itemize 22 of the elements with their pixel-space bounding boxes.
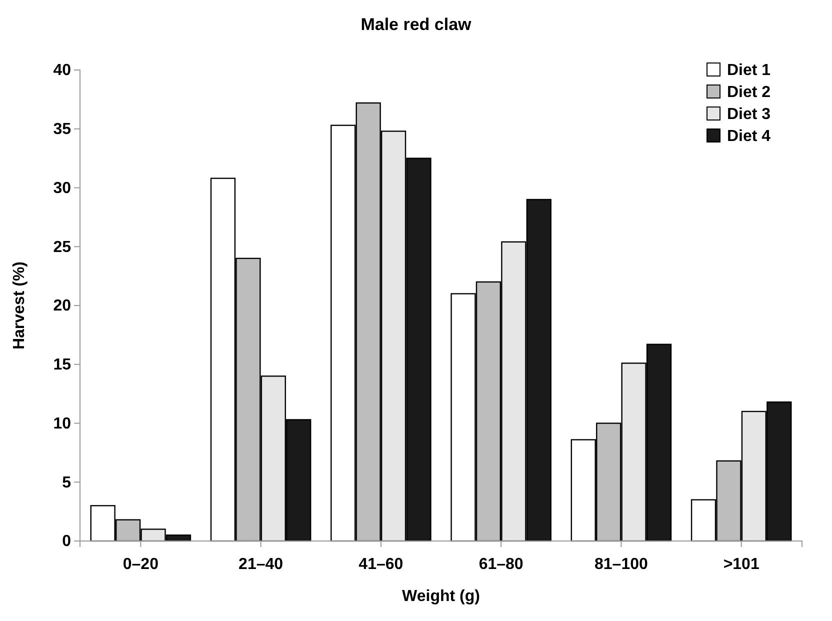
x-axis-title: Weight (g) xyxy=(402,588,480,605)
x-tick-label: >101 xyxy=(723,556,760,574)
y-tick-label: 20 xyxy=(53,298,72,315)
y-axis-title: Harvest (%) xyxy=(11,261,28,350)
y-tick-label: 0 xyxy=(62,533,72,550)
legend-label: Diet 3 xyxy=(727,106,771,123)
y-tick-label: 10 xyxy=(53,415,72,432)
legend-label: Diet 1 xyxy=(727,62,771,79)
y-tick-label: 30 xyxy=(53,180,72,197)
x-tick-label: 21–40 xyxy=(238,556,284,574)
y-tick-label: 35 xyxy=(53,120,72,138)
y-tick-label: 5 xyxy=(62,474,72,492)
legend-label: Diet 2 xyxy=(727,84,771,101)
x-tick-label: 41–60 xyxy=(358,556,404,574)
chart-title: Male red claw xyxy=(360,15,472,34)
legend-label: Diet 4 xyxy=(727,128,771,145)
y-tick-label: 15 xyxy=(53,356,72,374)
x-tick-label: 61–80 xyxy=(478,556,524,574)
x-tick-label: 0–20 xyxy=(122,556,159,574)
y-tick-label: 25 xyxy=(53,238,72,256)
x-tick-label: 81–100 xyxy=(594,556,648,574)
y-tick-label: 40 xyxy=(53,62,72,80)
